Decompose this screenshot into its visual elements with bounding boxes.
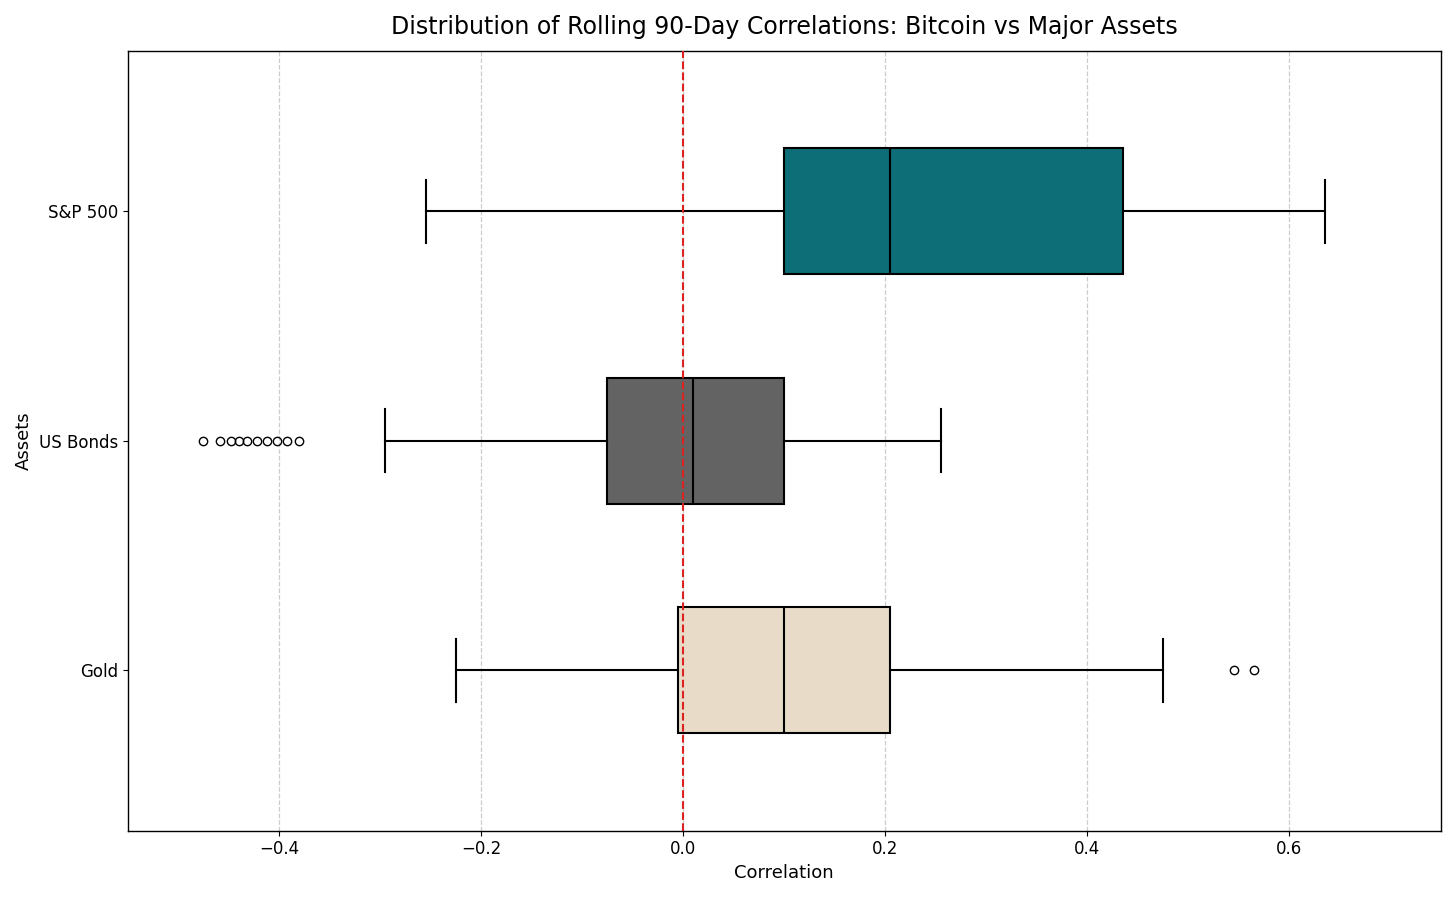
Title: Distribution of Rolling 90-Day Correlations: Bitcoin vs Major Assets: Distribution of Rolling 90-Day Correlati… xyxy=(390,15,1178,39)
Y-axis label: Assets: Assets xyxy=(15,412,33,470)
PathPatch shape xyxy=(785,148,1123,274)
PathPatch shape xyxy=(607,378,785,504)
X-axis label: Correlation: Correlation xyxy=(734,864,834,882)
PathPatch shape xyxy=(678,607,891,733)
